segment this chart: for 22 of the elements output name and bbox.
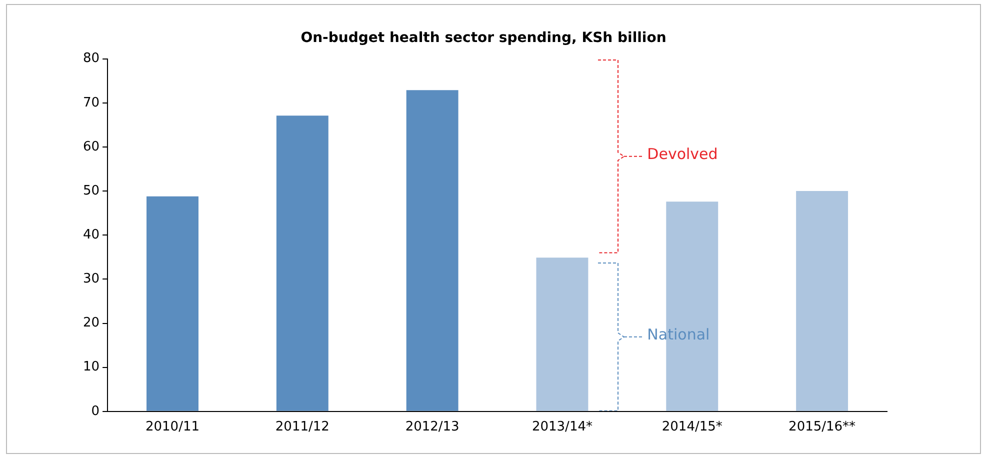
bar: [796, 191, 848, 411]
y-tick-label: 30: [82, 272, 100, 287]
bar: [406, 90, 458, 411]
y-tick-label: 10: [82, 360, 100, 375]
y-tick-label: 50: [82, 183, 100, 198]
y-tick-label: 20: [82, 316, 100, 331]
y-tick-label: 60: [82, 139, 100, 154]
chart-title: On-budget health sector spending, KSh billion: [300, 30, 666, 46]
x-tick-label: 2014/15*: [662, 420, 723, 435]
x-tick-label: 2010/11: [145, 420, 200, 435]
annotation: Devolved: [647, 145, 718, 164]
x-tick-label: 2011/12: [275, 420, 330, 435]
y-tick-label: 0: [91, 404, 100, 419]
x-tick-label: 2013/14*: [532, 420, 593, 435]
y-tick-label: 80: [82, 51, 100, 66]
x-tick-label: 2012/13: [405, 420, 460, 435]
x-tick-label: 2015/16**: [788, 420, 856, 435]
y-tick-label: 40: [82, 227, 100, 242]
bar: [146, 196, 198, 411]
y-tick-label: 70: [82, 95, 100, 110]
bar: [536, 258, 588, 411]
bar: [276, 116, 328, 411]
